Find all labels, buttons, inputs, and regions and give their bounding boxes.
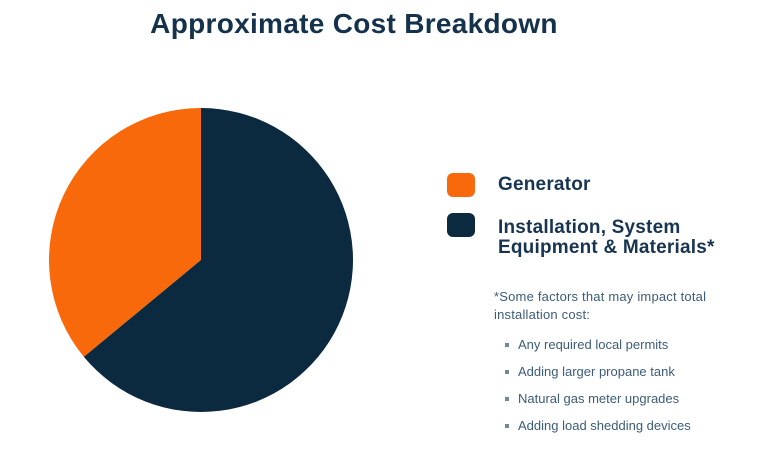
bullet-marker-icon	[505, 370, 509, 374]
footnote-list: Any required local permits Adding larger…	[494, 337, 736, 434]
pie-slice-installation	[83, 108, 353, 412]
pie-chart	[49, 108, 353, 412]
footnote-heading: *Some factors that may impact total inst…	[494, 289, 707, 322]
legend-label-generator: Generator	[498, 174, 591, 195]
footnote-bullet-text: Adding load shedding devices	[518, 418, 691, 433]
legend-swatch-installation	[447, 213, 475, 237]
footnote-bullet-propane: Adding larger propane tank	[494, 364, 736, 380]
legend-item-generator: Generator	[447, 173, 747, 197]
footnote-bullet-text: Adding larger propane tank	[518, 364, 675, 379]
footnote-bullet-text: Any required local permits	[518, 337, 669, 352]
footnote-bullet-permits: Any required local permits	[494, 337, 736, 353]
legend-swatch-generator	[447, 173, 475, 197]
legend-label-installation: Installation, System Equipment & Materia…	[498, 217, 715, 258]
footnote-bullet-text: Natural gas meter upgrades	[518, 391, 680, 406]
bullet-marker-icon	[505, 424, 509, 428]
bullet-marker-icon	[505, 397, 509, 401]
chart-title: Approximate Cost Breakdown	[150, 8, 558, 39]
chart-legend: Generator Installation, System Equipment…	[447, 173, 747, 274]
footnote-bullet-gas-meter: Natural gas meter upgrades	[494, 391, 736, 407]
footnote-block: *Some factors that may impact total inst…	[494, 288, 736, 445]
legend-item-installation: Installation, System Equipment & Materia…	[447, 213, 747, 258]
bullet-marker-icon	[505, 343, 509, 347]
pie-chart-svg	[49, 108, 353, 412]
pie-slice-generator	[49, 108, 201, 357]
footnote-bullet-load-shedding: Adding load shedding devices	[494, 418, 736, 434]
